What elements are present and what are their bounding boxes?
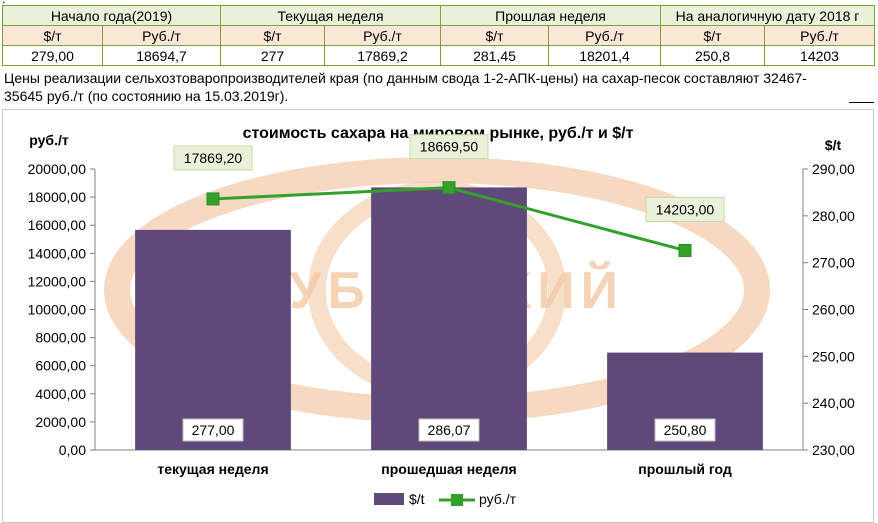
price-table: Начало года(2019) Текущая неделя Прошлая… — [2, 5, 876, 66]
bar-label-box — [418, 418, 480, 442]
unit-cell: $/т — [440, 25, 549, 46]
left-tick-label: 18000,00 — [28, 189, 87, 205]
bar-label-box — [654, 418, 716, 442]
header-current-week: Текущая неделя — [220, 5, 441, 26]
bar — [135, 229, 291, 450]
legend-line-marker — [451, 494, 463, 506]
value-cell: 279,00 — [2, 45, 103, 66]
legend-bar-label: $/t — [409, 491, 425, 507]
left-tick-label: 4000,00 — [35, 386, 86, 402]
right-tick-label: 290,00 — [812, 161, 855, 177]
right-axis-title: $/t — [825, 137, 842, 153]
bar-data-label: 277,00 — [192, 422, 235, 438]
left-tick-label: 12000,00 — [28, 273, 87, 289]
value-cell: 18201,4 — [548, 45, 661, 66]
x-tick-label: текущая неделя — [157, 461, 268, 477]
value-cell: 277 — [220, 45, 325, 66]
unit-cell: $/т — [660, 25, 765, 46]
right-tick-label: 280,00 — [812, 208, 855, 224]
chart-container: КУБАНСКИЙстоимость сахара на мировом рын… — [2, 109, 874, 523]
price-note: Цены реализации сельхозтоваропроизводите… — [4, 70, 807, 104]
bar-data-label: 250,80 — [664, 422, 707, 438]
unit-cell: $/т — [2, 25, 103, 46]
left-tick-label: 20000,00 — [28, 161, 87, 177]
right-tick-label: 250,00 — [812, 348, 855, 364]
line-label-box — [409, 134, 489, 160]
unit-cell: Руб./т — [763, 25, 876, 46]
value-cell: 281,45 — [440, 45, 549, 66]
left-tick-label: 8000,00 — [35, 330, 86, 346]
value-cell: 17869,2 — [324, 45, 441, 66]
header-same-date-2018: На аналогичную дату 2018 г — [659, 5, 876, 26]
left-tick-label: 16000,00 — [28, 217, 87, 233]
left-tick-label: 2000,00 — [35, 414, 86, 430]
left-tick-label: 6000,00 — [35, 358, 86, 374]
line-data-label: 17869,20 — [184, 150, 243, 166]
right-tick-label: 270,00 — [812, 255, 855, 271]
left-tick-label: 0,00 — [59, 442, 86, 458]
value-cell: 250,8 — [660, 45, 765, 66]
line-marker — [206, 192, 220, 206]
unit-cell: $/т — [220, 25, 325, 46]
right-tick-label: 240,00 — [812, 395, 855, 411]
bar-data-label: 286,07 — [428, 422, 471, 438]
line-marker — [442, 181, 456, 195]
divider — [849, 102, 874, 103]
bar — [371, 187, 527, 450]
bar-label-box — [182, 418, 244, 442]
sugar-price-chart: КУБАНСКИЙстоимость сахара на мировом рын… — [28, 125, 855, 507]
price-table-values-row: 279,00 18694,7 277 17869,2 281,45 18201,… — [2, 45, 876, 66]
line-label-box — [173, 145, 253, 171]
unit-cell: Руб./т — [324, 25, 441, 46]
value-cell: 14203 — [763, 45, 876, 66]
clipped-text: . — [2, 0, 6, 5]
right-tick-label: 230,00 — [812, 442, 855, 458]
left-tick-label: 14000,00 — [28, 245, 87, 261]
line-marker — [678, 243, 692, 257]
left-tick-label: 10000,00 — [28, 302, 87, 318]
chart-title: стоимость сахара на мировом рынке, руб./… — [243, 125, 634, 142]
line-data-label: 18669,50 — [420, 139, 479, 155]
legend-line-label: руб./т — [479, 491, 517, 507]
header-previous-week: Прошлая неделя — [440, 5, 661, 26]
line-data-label: 14203,00 — [656, 201, 715, 217]
previous-content-strip: . — [0, 0, 878, 5]
unit-cell: Руб./т — [548, 25, 661, 46]
header-start-of-year: Начало года(2019) — [2, 5, 221, 26]
value-cell: 18694,7 — [102, 45, 221, 66]
left-axis-title: руб./т — [29, 132, 69, 148]
x-tick-label: прошлый год — [638, 461, 732, 477]
right-tick-label: 260,00 — [812, 302, 855, 318]
unit-cell: Руб./т — [102, 25, 221, 46]
x-tick-label: прошедшая неделя — [381, 461, 516, 477]
price-table-units-row: $/т Руб./т $/т Руб./т $/т Руб./т $/т Руб… — [2, 25, 876, 46]
line-label-box — [645, 196, 725, 222]
legend-bar-swatch — [374, 493, 404, 505]
price-table-header-row: Начало года(2019) Текущая неделя Прошлая… — [2, 5, 876, 26]
